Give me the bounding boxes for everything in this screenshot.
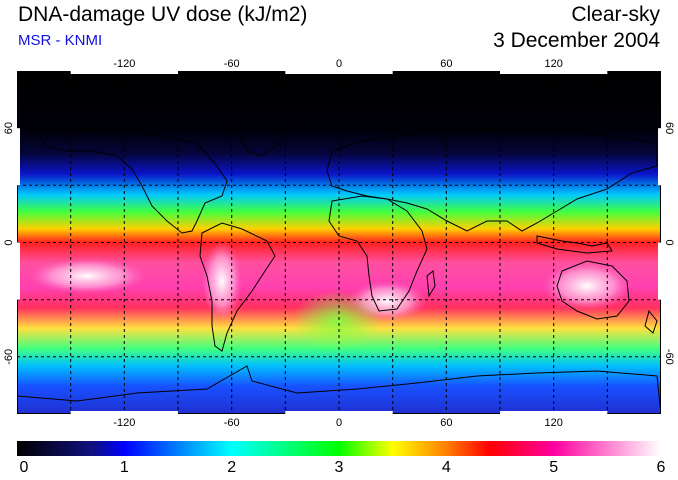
colorbar-label: 2	[227, 459, 237, 476]
colorbar-label: 5	[549, 459, 559, 476]
longitude-tick-top: 0	[336, 58, 342, 70]
latitude-tick-left: 60	[3, 122, 15, 134]
longitude-tick-bottom: 120	[544, 417, 562, 429]
map-frame	[17, 71, 661, 414]
colorbar-gradient	[17, 441, 661, 456]
cloud-band-south-atlantic	[292, 291, 382, 351]
colorbar-label: 3	[334, 459, 344, 476]
date-label: 3 December 2004	[493, 29, 660, 52]
uv-dose-world-map	[17, 71, 661, 414]
colorbar-label: 1	[119, 459, 129, 476]
latitude-tick-right: -60	[663, 349, 675, 365]
coast-new-zealand	[644, 309, 658, 334]
sky-condition-label: Clear-sky	[571, 3, 660, 26]
latitude-tick-right: 0	[663, 239, 675, 245]
latitude-tick-left: 0	[3, 239, 15, 245]
coast-greenland	[231, 105, 293, 157]
longitude-tick-bottom: 0	[336, 417, 342, 429]
coast-south-america	[199, 222, 276, 352]
longitude-tick-top: 120	[544, 58, 562, 70]
coast-africa	[328, 195, 428, 312]
source-label: MSR - KNMI	[18, 32, 103, 49]
coast-madagascar	[426, 270, 436, 298]
colorbar-label: 0	[19, 459, 29, 476]
colorbar-label: 4	[441, 459, 451, 476]
latitude-tick-right: 60	[663, 122, 675, 134]
graticule	[17, 71, 661, 414]
longitude-tick-bottom: 60	[440, 417, 452, 429]
colorbar	[17, 441, 661, 456]
colorbar-label: 6	[656, 459, 666, 476]
longitude-tick-bottom: -120	[113, 417, 135, 429]
hotspot-pacific	[27, 258, 147, 294]
longitude-tick-bottom: -60	[224, 417, 240, 429]
hotspot-australia	[542, 261, 632, 311]
coast-australia	[556, 260, 630, 320]
coast-north-america	[36, 128, 228, 234]
longitude-tick-top: -120	[113, 58, 135, 70]
latitude-tick-left: -60	[3, 349, 15, 365]
chart-title: DNA-damage UV dose (kJ/m2)	[18, 3, 308, 26]
coast-antarctica	[17, 365, 661, 414]
longitude-tick-top: -60	[224, 58, 240, 70]
longitude-tick-top: 60	[440, 58, 452, 70]
coastlines	[17, 105, 661, 414]
